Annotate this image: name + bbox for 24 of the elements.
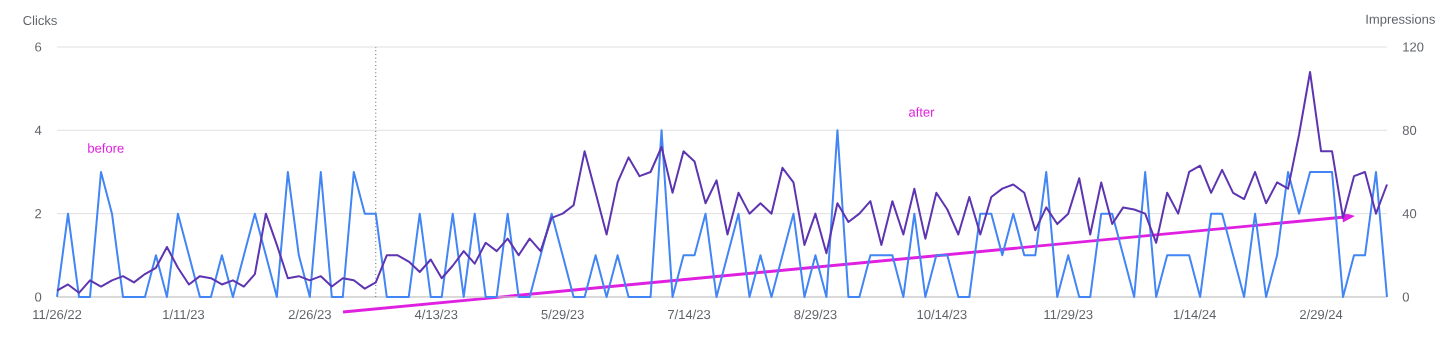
y-tick-label: 6 xyxy=(35,42,42,52)
x-tick-label: 7/14/23 xyxy=(668,309,711,320)
y2-tick-label: 80 xyxy=(1402,125,1417,135)
x-tick-label: 1/11/23 xyxy=(163,309,205,320)
annotation: before xyxy=(88,143,124,153)
y2-axis-title: Impressions xyxy=(1366,14,1435,27)
y2-tick-label: 40 xyxy=(1402,209,1417,219)
y-tick-label: 4 xyxy=(34,125,42,135)
x-tick-label: 1/14/24 xyxy=(1173,309,1216,320)
x-tick-label: 11/26/22 xyxy=(33,309,82,320)
y2-tick-label: 120 xyxy=(1403,42,1424,52)
y-tick-label: 2 xyxy=(35,209,42,219)
x-tick-label: 2/29/24 xyxy=(1300,309,1343,320)
x-tick-label: 11/29/23 xyxy=(1044,309,1093,320)
x-tick-label: 4/13/23 xyxy=(414,309,458,320)
y-axis-title: Clicks xyxy=(23,15,57,26)
x-tick-label: 8/29/23 xyxy=(794,309,837,320)
x-tick-label: 2/26/23 xyxy=(288,309,331,320)
annotation: after xyxy=(909,107,935,117)
line-series xyxy=(56,70,1388,294)
x-tick-label: 10/14/23 xyxy=(917,309,967,320)
y-tick-label: 0 xyxy=(35,292,42,302)
y2-tick-label: 0 xyxy=(1402,292,1409,302)
x-tick-label: 5/29/23 xyxy=(541,309,584,320)
